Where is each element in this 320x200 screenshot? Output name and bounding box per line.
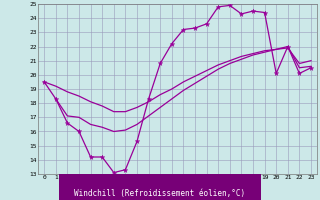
Text: Windchill (Refroidissement éolien,°C): Windchill (Refroidissement éolien,°C) (75, 189, 245, 198)
